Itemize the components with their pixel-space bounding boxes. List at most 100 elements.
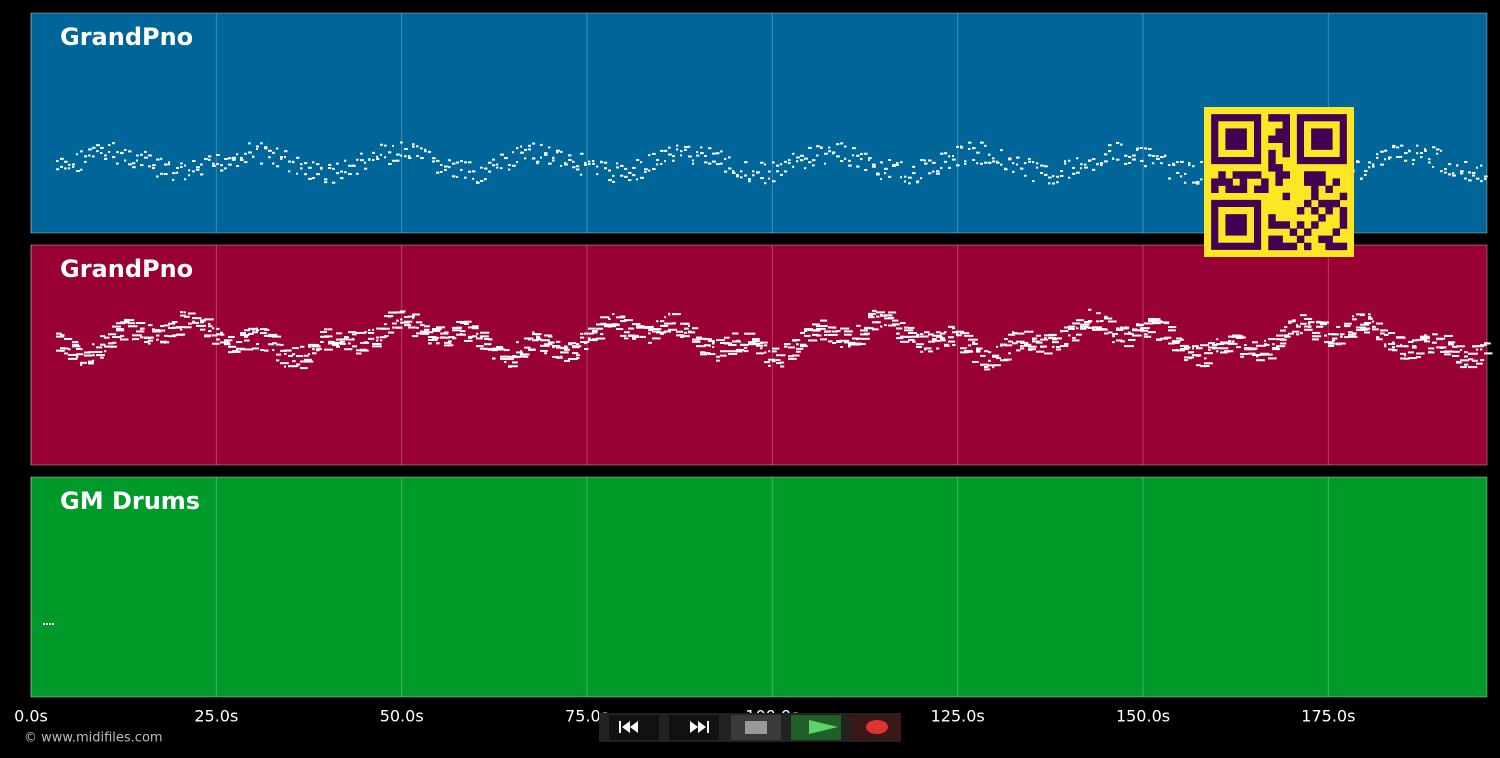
note (224, 339, 233, 342)
note (708, 339, 715, 342)
note (440, 332, 449, 335)
note (1164, 155, 1167, 158)
note (43, 623, 45, 625)
note (164, 324, 170, 327)
note (900, 335, 905, 338)
note (464, 320, 472, 323)
note (460, 168, 463, 171)
note (268, 156, 271, 159)
note (976, 347, 983, 350)
play-button[interactable] (791, 715, 841, 740)
note (448, 166, 451, 169)
note (548, 341, 555, 344)
note (308, 345, 312, 348)
note (900, 340, 910, 343)
note (776, 359, 781, 362)
note (764, 182, 767, 185)
note (1064, 343, 1069, 346)
note (128, 163, 132, 166)
note (1096, 162, 1099, 165)
note (660, 332, 665, 335)
note (992, 354, 1000, 357)
note (164, 173, 168, 176)
note (376, 157, 380, 160)
note (1296, 325, 1301, 328)
note (628, 334, 638, 337)
note (1308, 321, 1315, 324)
note (300, 367, 308, 370)
note (428, 342, 432, 345)
note (1132, 334, 1142, 337)
note (1380, 163, 1384, 166)
note (240, 332, 246, 335)
note (136, 154, 139, 157)
note (872, 309, 877, 312)
note (608, 325, 612, 328)
note (1424, 334, 1427, 337)
note (1000, 344, 1004, 347)
note (232, 350, 237, 353)
note (956, 330, 965, 333)
note (1284, 334, 1289, 337)
note (504, 361, 507, 364)
note (280, 349, 287, 352)
stop-button[interactable] (731, 715, 781, 740)
note (104, 350, 107, 353)
rewind-button[interactable] (609, 715, 659, 740)
note (892, 324, 897, 327)
note (156, 334, 160, 337)
note (1080, 323, 1090, 326)
note (92, 155, 95, 158)
note (1092, 326, 1102, 329)
note (272, 349, 275, 352)
note (880, 313, 883, 316)
note (1364, 321, 1372, 324)
record-button[interactable] (851, 715, 901, 740)
note (1332, 337, 1338, 340)
note (516, 161, 519, 164)
note (720, 354, 727, 357)
note (684, 322, 689, 325)
note (1096, 327, 1102, 330)
note (1168, 342, 1175, 345)
note (412, 145, 415, 148)
note (1124, 345, 1134, 348)
note (968, 344, 972, 347)
note (872, 165, 876, 168)
note (1004, 344, 1013, 347)
note (748, 180, 751, 183)
note (524, 157, 527, 160)
note (992, 355, 999, 358)
qr-module (1239, 185, 1248, 194)
note (60, 165, 64, 168)
note (196, 317, 202, 320)
note (1400, 343, 1403, 346)
forward-button[interactable] (669, 715, 719, 740)
note (64, 160, 68, 163)
note (364, 331, 368, 334)
note (400, 310, 406, 313)
note (1380, 150, 1384, 153)
note (1044, 337, 1047, 340)
note (888, 175, 892, 178)
note (156, 175, 159, 178)
note (692, 162, 695, 165)
note (788, 159, 791, 162)
note (1324, 341, 1334, 344)
note (1048, 182, 1051, 185)
note (1312, 338, 1319, 341)
note (1432, 341, 1437, 344)
note (1180, 160, 1184, 163)
note (868, 157, 872, 160)
qr-module (1268, 235, 1276, 244)
note (1072, 339, 1080, 342)
note (1172, 162, 1175, 165)
track-background (30, 244, 1488, 466)
note (1016, 349, 1021, 352)
qr-module (1275, 242, 1283, 251)
note (852, 154, 855, 157)
note (596, 173, 599, 176)
note (300, 360, 305, 363)
note (228, 157, 232, 160)
note (920, 335, 929, 338)
